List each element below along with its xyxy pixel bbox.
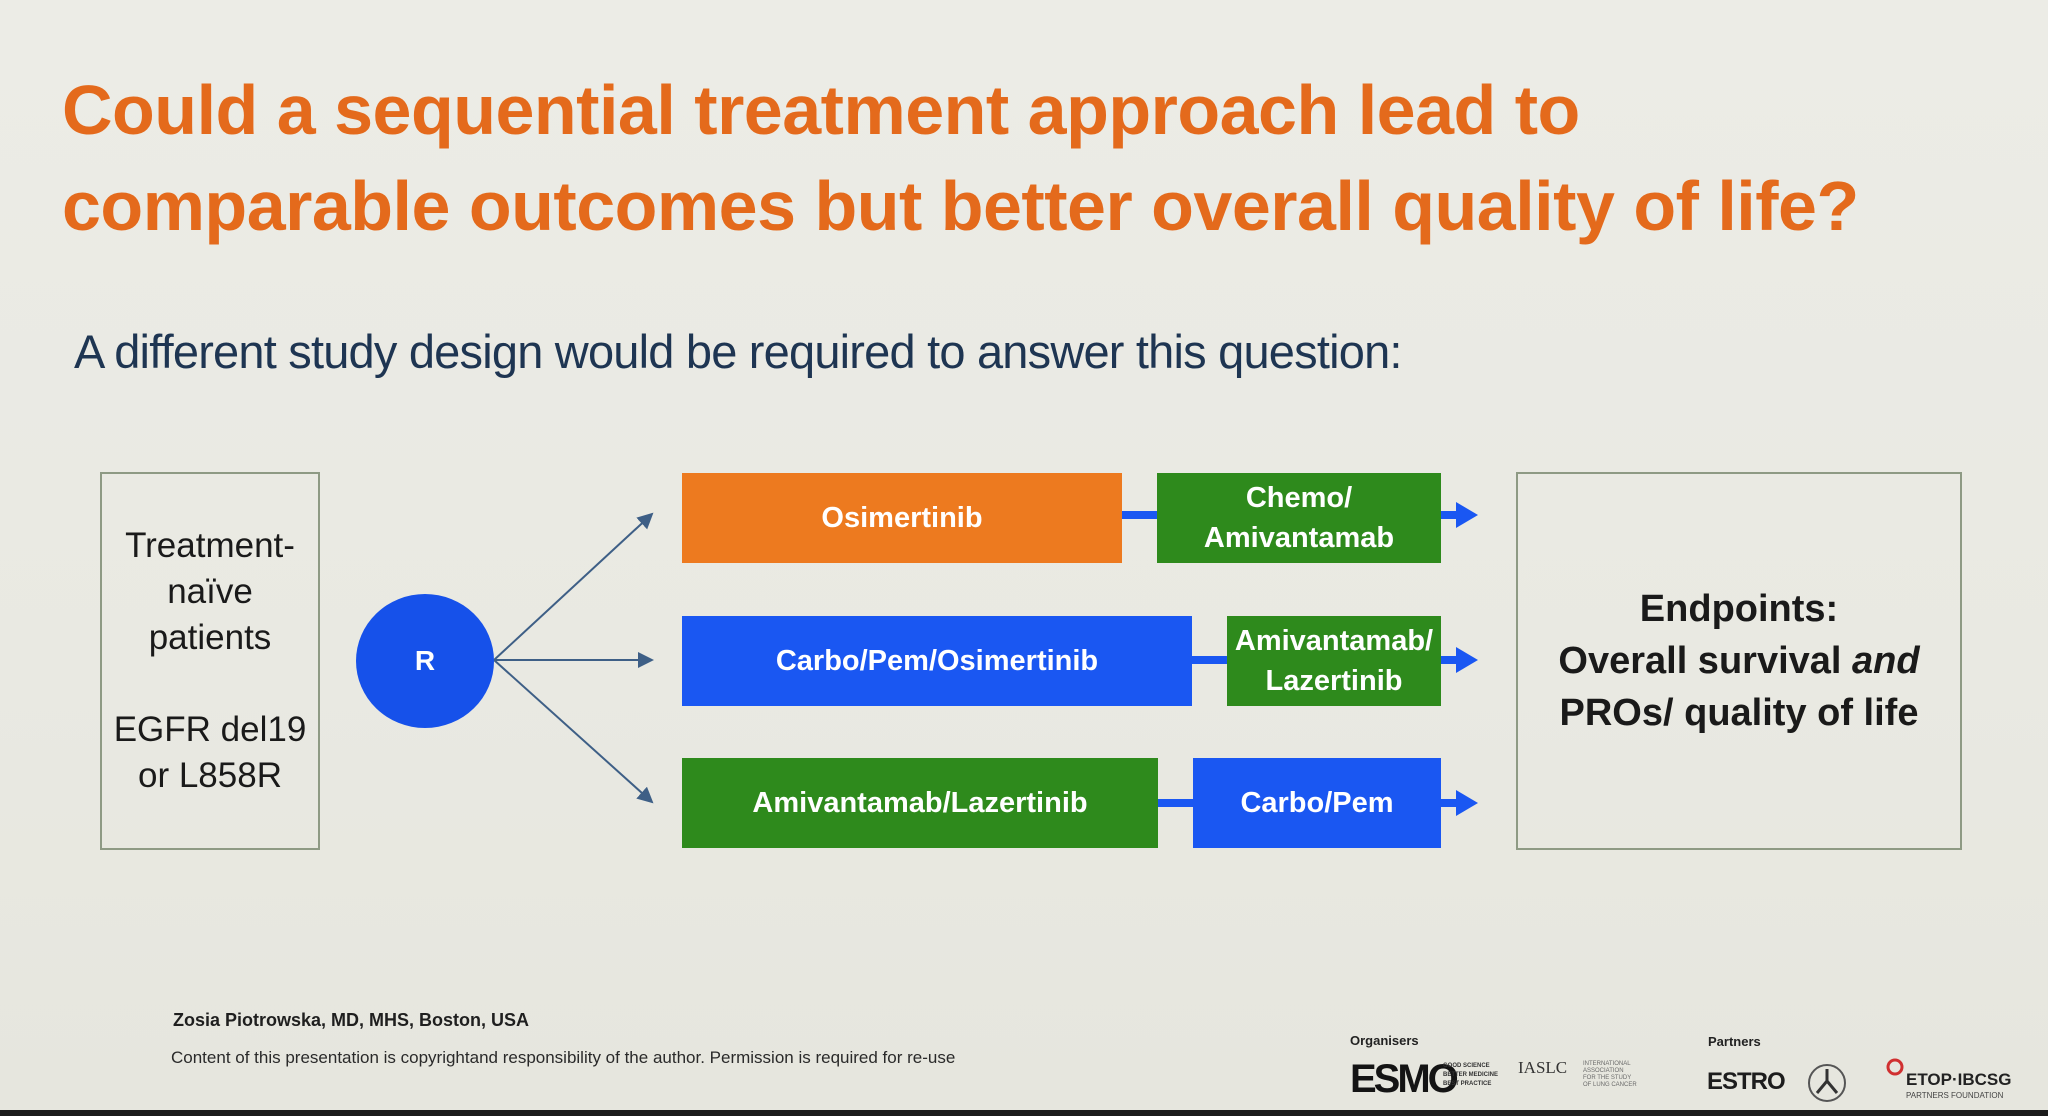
arm-1-connector [1120,511,1158,519]
arm-1-first-treatment: Osimertinib [682,473,1122,563]
partners-label: Partners [1708,1034,1761,1049]
randomization-label: R [414,645,436,676]
title-line-1: Could a sequential treatment approach le… [62,71,1580,149]
arm-2-second-treatment: Amivantamab/ Lazertinib [1227,616,1441,706]
slide-subtitle: A different study design would be requir… [74,325,1402,378]
arm-3-second-line-1: Carbo/Pem [1240,787,1394,819]
arm-2-second-line-1: Amivantamab/ [1234,625,1434,657]
arm-3-first-label: Amivantamab/Lazertinib [752,787,1088,819]
iaslc-tagline: INTERNATIONAL ASSOCIATION FOR THE STUDY … [1583,1061,1637,1089]
etop-ibcsg-logo: ETOP·IBCSG [1906,1070,2012,1089]
estro-logo: ESTRO [1707,1068,1786,1095]
etop-emblem-icon [1886,1058,1904,1076]
title-line-2: comparable outcomes but better overall q… [62,167,1859,245]
patients-line-5: or L858R [138,756,282,795]
iaslc-tagline-1: INTERNATIONAL [1583,1061,1631,1067]
iaslc-tagline-3: FOR THE STUDY [1583,1075,1632,1081]
iaslc-tagline-2: ASSOCIATION [1583,1068,1624,1074]
endpoints-line-1-emphasis: and [1852,640,1920,682]
arm-2-second-line-2: Lazertinib [1265,665,1403,697]
patient-population-box: Treatment- naïve patients EGFR del19 or … [100,472,320,850]
arm-1-second-line-2: Amivantamab [1203,522,1395,554]
copyright-notice: Content of this presentation is copyrigh… [171,1048,956,1067]
patients-line-1: Treatment- [125,526,295,565]
patients-line-3: patients [148,618,272,657]
patients-line-4: EGFR del19 [113,710,307,749]
arm-1-second-treatment: Chemo/ Amivantamab [1157,473,1441,563]
arm-2-connector [1190,656,1228,664]
endpoints-line-2: PROs/ quality of life [1559,692,1919,734]
arm-2-first-treatment: Carbo/Pem/Osimertinib [682,616,1192,706]
fan-line-bottom [493,659,654,804]
presenter-credit: Zosia Piotrowska, MD, MHS, Boston, USA [173,1010,530,1030]
esmo-tagline-3: BEST PRACTICE [1443,1081,1492,1087]
esmo-logo: ESMO [1350,1057,1459,1101]
iaslc-tagline-4: OF LUNG CANCER [1583,1082,1637,1088]
etop-tagline: PARTNERS FOUNDATION [1906,1091,2004,1100]
esmo-tagline-1: GOOD SCIENCE [1443,1063,1490,1069]
screen-bottom-edge [0,1110,2048,1116]
esmo-tagline-2: BETTER MEDICINE [1443,1072,1499,1078]
arm-3-end-arrow [1440,790,1478,816]
randomization-node: R [356,594,494,728]
patients-line-2: naïve [167,572,253,611]
arm-3-first-treatment: Amivantamab/Lazertinib [682,758,1158,848]
endpoints-line-1-text: Overall survival [1558,640,1853,682]
arm-2-end-arrow [1440,647,1478,673]
arm-1-second-line-1: Chemo/ [1245,482,1353,514]
arm-1-end-arrow [1440,502,1478,528]
partner-emblem-icon [1808,1064,1846,1102]
slide-title: Could a sequential treatment approach le… [62,62,1962,254]
arm-1-first-label: Osimertinib [821,502,983,534]
arm-2-first-label: Carbo/Pem/Osimertinib [775,645,1099,677]
organisers-label: Organisers [1350,1033,1419,1048]
esmo-tagline: GOOD SCIENCE BETTER MEDICINE BEST PRACTI… [1443,1062,1498,1089]
endpoints-line-1: Overall survival and [1558,635,1919,687]
endpoints-box: Endpoints: Overall survival and PROs/ qu… [1516,472,1962,850]
arm-3-connector [1156,799,1194,807]
endpoints-heading: Endpoints: [1639,588,1839,630]
iaslc-logo: IASLC [1518,1058,1568,1077]
arm-3-second-treatment: Carbo/Pem [1193,758,1441,848]
fan-line-top [493,512,654,661]
